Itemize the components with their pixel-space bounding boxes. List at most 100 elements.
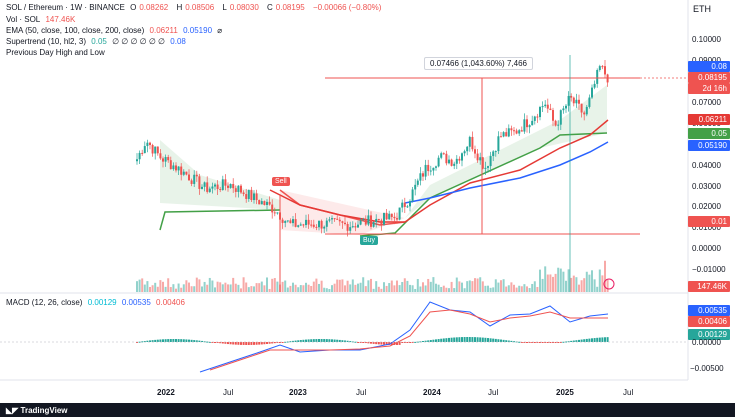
- volume-bar: [606, 279, 609, 292]
- volume-bar: [198, 279, 201, 292]
- tradingview-logo[interactable]: ◣◤ TradingView: [6, 406, 68, 415]
- candle-body: [518, 130, 521, 134]
- macd-histogram-bar: [583, 339, 586, 342]
- volume-bar: [422, 282, 424, 292]
- candle-body: [539, 107, 541, 118]
- candle-body: [276, 212, 279, 214]
- macd-histogram-bar: [531, 342, 534, 343]
- macd-zero-tick: 0.00000: [692, 338, 721, 347]
- volume-bar: [390, 280, 393, 292]
- macd-histogram-bar: [229, 342, 232, 345]
- buy-flag[interactable]: Buy: [360, 236, 379, 245]
- candle-body: [266, 201, 268, 205]
- currency-label: ETH: [693, 4, 711, 14]
- time-tick: 2023: [289, 388, 307, 397]
- volume-bar: [604, 260, 606, 292]
- ema200-value: ⌀: [217, 26, 223, 35]
- ema-legend[interactable]: EMA (50, close, 100, close, 200, close) …: [6, 25, 225, 36]
- measurement-label[interactable]: 0.07466 (1,043.60%) 7,466: [424, 57, 533, 70]
- volume-bar: [219, 282, 222, 292]
- volume-legend[interactable]: Vol · SOL 147.46K: [6, 14, 78, 25]
- candle-body: [583, 112, 586, 115]
- candle-body: [255, 193, 258, 201]
- candle-body: [554, 120, 557, 126]
- volume-bar: [162, 281, 164, 292]
- macd-histogram-bar: [328, 339, 331, 342]
- low-label: L: [222, 3, 227, 12]
- candle-body: [359, 220, 362, 225]
- volume-bar: [523, 284, 526, 292]
- supertrend-legend[interactable]: Supertrend (10, hl2, 3) 0.05 ∅ ∅ ∅ ∅ ∅ ∅…: [6, 36, 189, 47]
- volume-bar: [505, 286, 508, 292]
- volume-bar: [182, 284, 185, 292]
- candle-body: [385, 212, 388, 220]
- volume-bar: [164, 286, 167, 292]
- volume-bar: [396, 280, 398, 292]
- macd-histogram-bar: [471, 337, 474, 342]
- open-label: O: [130, 3, 137, 12]
- price-tick: 0.09000: [692, 56, 721, 65]
- candle-body: [237, 185, 240, 192]
- candle-body: [177, 166, 180, 171]
- volume-bar: [432, 277, 435, 292]
- symbol-title[interactable]: SOL / Ethereum · 1W · BINANCE: [6, 3, 125, 12]
- macd-legend[interactable]: MACD (12, 26, close) 0.00129 0.00535 0.0…: [6, 297, 188, 308]
- price-tick: 0.01000: [692, 223, 721, 232]
- volume-bar: [572, 275, 575, 292]
- macd-histogram-bar: [489, 338, 492, 342]
- volume-bar: [591, 270, 593, 292]
- candle-body: [523, 119, 526, 132]
- volume-bar: [169, 287, 172, 292]
- time-tick: Jul: [223, 388, 234, 397]
- candle-body: [536, 116, 539, 118]
- volume-bar: [315, 278, 318, 292]
- candle-body: [572, 97, 575, 104]
- macd-histogram-bar: [536, 342, 539, 343]
- volume-bar: [273, 278, 276, 292]
- volume-bar: [526, 286, 528, 292]
- macd-histogram-bar: [323, 339, 326, 342]
- volume-bar: [359, 282, 362, 292]
- candle-body: [383, 212, 385, 225]
- macd-histogram-bar: [445, 338, 448, 342]
- volume-bar: [463, 288, 466, 292]
- pdhl-legend[interactable]: Previous Day High and Low: [6, 47, 108, 58]
- macd-line-label: 0.00535: [688, 305, 730, 316]
- macd-histogram-bar: [318, 339, 320, 342]
- volume-bar: [240, 288, 242, 292]
- low-value: 0.08030: [229, 3, 259, 12]
- candle-body: [312, 224, 315, 227]
- candle-body: [596, 69, 599, 84]
- macd-histogram-bar: [211, 342, 214, 343]
- macd-histogram-bar: [136, 342, 138, 343]
- macd-histogram-bar: [359, 342, 362, 343]
- candle-body: [601, 66, 604, 68]
- macd-histogram-bar: [497, 339, 500, 342]
- macd-histogram-bar: [268, 342, 271, 344]
- sell-flag[interactable]: Sell: [272, 177, 290, 186]
- macd-histogram-bar: [193, 340, 196, 342]
- candle-body: [268, 201, 271, 205]
- macd-histogram-bar: [271, 342, 274, 344]
- macd-histogram-bar: [453, 337, 456, 342]
- candle-body: [169, 160, 172, 170]
- macd-histogram-bar: [234, 342, 237, 345]
- macd-histogram-bar: [286, 341, 289, 343]
- open-value: 0.08262: [139, 3, 169, 12]
- candle-body: [214, 184, 216, 187]
- volume-bar: [331, 285, 333, 292]
- volume-bar: [393, 285, 396, 292]
- volume-bar: [559, 268, 562, 292]
- volume-bar: [201, 286, 203, 292]
- candle-body: [136, 159, 138, 162]
- time-tick: Jul: [623, 388, 634, 397]
- macd-histogram-bar: [154, 339, 157, 342]
- supertrend-up-fill-1: [160, 140, 280, 210]
- volume-bar: [461, 282, 463, 292]
- time-tick: 2022: [157, 388, 175, 397]
- candle-body: [416, 180, 419, 185]
- candle-body: [253, 193, 255, 201]
- macd-histogram-bar: [572, 340, 575, 342]
- macd-histogram-bar: [505, 340, 508, 342]
